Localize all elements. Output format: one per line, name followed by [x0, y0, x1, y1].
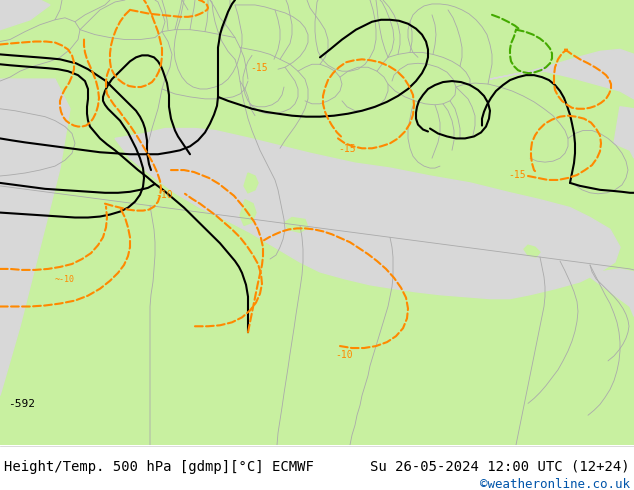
- Polygon shape: [490, 49, 634, 99]
- Text: Su 26-05-2024 12:00 UTC (12+24): Su 26-05-2024 12:00 UTC (12+24): [370, 460, 630, 474]
- Text: -10: -10: [155, 190, 172, 200]
- Polygon shape: [0, 79, 70, 395]
- Polygon shape: [0, 0, 50, 30]
- Polygon shape: [285, 218, 308, 232]
- Polygon shape: [240, 200, 256, 225]
- Text: -592: -592: [8, 399, 35, 409]
- Text: -15: -15: [508, 170, 526, 180]
- Text: ©weatheronline.co.uk: ©weatheronline.co.uk: [480, 478, 630, 490]
- Text: -15: -15: [250, 63, 268, 73]
- Polygon shape: [524, 245, 540, 257]
- Polygon shape: [614, 107, 634, 158]
- Polygon shape: [590, 269, 634, 317]
- Text: -15: -15: [338, 144, 356, 154]
- Polygon shape: [115, 128, 620, 298]
- Text: -10: -10: [335, 350, 353, 360]
- Polygon shape: [244, 173, 258, 193]
- Text: ~-10: ~-10: [55, 275, 75, 284]
- Text: Height/Temp. 500 hPa [gdmp][°C] ECMWF: Height/Temp. 500 hPa [gdmp][°C] ECMWF: [4, 460, 314, 474]
